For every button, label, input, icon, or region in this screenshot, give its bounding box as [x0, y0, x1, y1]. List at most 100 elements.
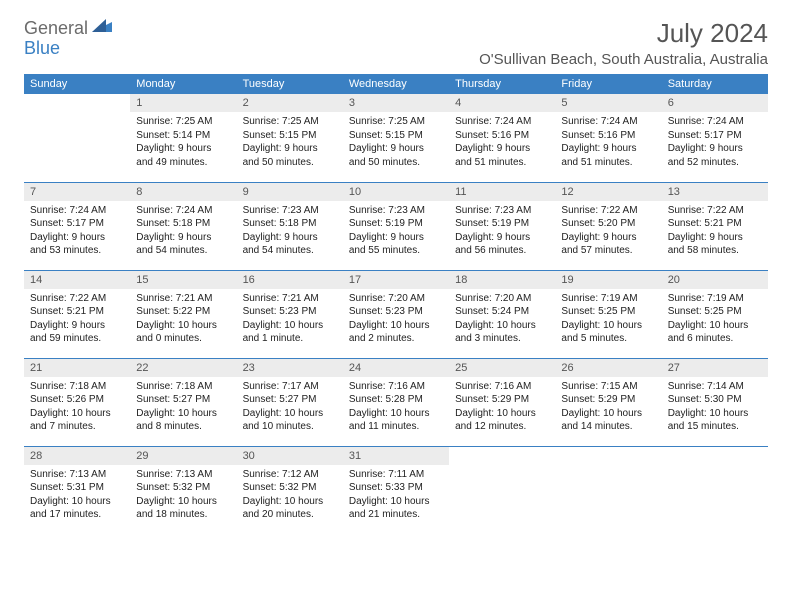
daylight-text-1: Daylight: 9 hours [561, 231, 655, 245]
sunset-text: Sunset: 5:32 PM [243, 481, 337, 495]
day-number: 22 [130, 359, 236, 377]
daylight-text-2: and 6 minutes. [668, 332, 762, 346]
day-data: Sunrise: 7:24 AMSunset: 5:16 PMDaylight:… [449, 112, 555, 172]
daylight-text-2: and 11 minutes. [349, 420, 443, 434]
day-number: 18 [449, 271, 555, 289]
sunrise-text: Sunrise: 7:25 AM [136, 115, 230, 129]
daylight-text-2: and 7 minutes. [30, 420, 124, 434]
sunset-text: Sunset: 5:31 PM [30, 481, 124, 495]
sunset-text: Sunset: 5:24 PM [455, 305, 549, 319]
sunset-text: Sunset: 5:21 PM [30, 305, 124, 319]
daylight-text-2: and 21 minutes. [349, 508, 443, 522]
sunset-text: Sunset: 5:17 PM [668, 129, 762, 143]
calendar-week-row: 21Sunrise: 7:18 AMSunset: 5:26 PMDayligh… [24, 358, 768, 446]
month-title: July 2024 [479, 18, 768, 49]
sunrise-text: Sunrise: 7:22 AM [668, 204, 762, 218]
calendar-day-cell: 29Sunrise: 7:13 AMSunset: 5:32 PMDayligh… [130, 446, 236, 534]
daylight-text-1: Daylight: 10 hours [30, 495, 124, 509]
sunrise-text: Sunrise: 7:23 AM [349, 204, 443, 218]
day-number: 28 [24, 447, 130, 465]
daylight-text-1: Daylight: 10 hours [561, 319, 655, 333]
sunrise-text: Sunrise: 7:24 AM [668, 115, 762, 129]
day-number: 29 [130, 447, 236, 465]
calendar-day-cell: 12Sunrise: 7:22 AMSunset: 5:20 PMDayligh… [555, 182, 661, 270]
daylight-text-2: and 15 minutes. [668, 420, 762, 434]
calendar-header-row: SundayMondayTuesdayWednesdayThursdayFrid… [24, 74, 768, 94]
sunset-text: Sunset: 5:23 PM [243, 305, 337, 319]
day-data: Sunrise: 7:24 AMSunset: 5:16 PMDaylight:… [555, 112, 661, 172]
weekday-header: Thursday [449, 74, 555, 94]
daylight-text-1: Daylight: 9 hours [455, 142, 549, 156]
calendar-body: 1Sunrise: 7:25 AMSunset: 5:14 PMDaylight… [24, 94, 768, 534]
day-number: 6 [662, 94, 768, 112]
day-number: 3 [343, 94, 449, 112]
day-number: 20 [662, 271, 768, 289]
day-data: Sunrise: 7:21 AMSunset: 5:23 PMDaylight:… [237, 289, 343, 349]
daylight-text-2: and 50 minutes. [349, 156, 443, 170]
day-number: 1 [130, 94, 236, 112]
day-number: 7 [24, 183, 130, 201]
day-number: 15 [130, 271, 236, 289]
weekday-header: Wednesday [343, 74, 449, 94]
daylight-text-1: Daylight: 9 hours [243, 231, 337, 245]
daylight-text-1: Daylight: 10 hours [561, 407, 655, 421]
triangle-icon [92, 19, 112, 38]
calendar-day-cell: 5Sunrise: 7:24 AMSunset: 5:16 PMDaylight… [555, 94, 661, 182]
day-number: 14 [24, 271, 130, 289]
day-number: 11 [449, 183, 555, 201]
daylight-text-2: and 56 minutes. [455, 244, 549, 258]
daylight-text-2: and 54 minutes. [136, 244, 230, 258]
day-data: Sunrise: 7:25 AMSunset: 5:15 PMDaylight:… [237, 112, 343, 172]
calendar-day-cell [555, 446, 661, 534]
calendar-table: SundayMondayTuesdayWednesdayThursdayFrid… [24, 74, 768, 534]
daylight-text-2: and 51 minutes. [561, 156, 655, 170]
sunrise-text: Sunrise: 7:18 AM [136, 380, 230, 394]
brand-logo: General [24, 18, 114, 39]
calendar-day-cell: 24Sunrise: 7:16 AMSunset: 5:28 PMDayligh… [343, 358, 449, 446]
sunset-text: Sunset: 5:27 PM [136, 393, 230, 407]
daylight-text-2: and 58 minutes. [668, 244, 762, 258]
weekday-header: Friday [555, 74, 661, 94]
day-number: 4 [449, 94, 555, 112]
sunset-text: Sunset: 5:29 PM [455, 393, 549, 407]
sunset-text: Sunset: 5:18 PM [136, 217, 230, 231]
calendar-day-cell: 27Sunrise: 7:14 AMSunset: 5:30 PMDayligh… [662, 358, 768, 446]
daylight-text-1: Daylight: 9 hours [455, 231, 549, 245]
day-number: 5 [555, 94, 661, 112]
day-data: Sunrise: 7:24 AMSunset: 5:17 PMDaylight:… [24, 201, 130, 261]
sunrise-text: Sunrise: 7:24 AM [455, 115, 549, 129]
calendar-day-cell: 11Sunrise: 7:23 AMSunset: 5:19 PMDayligh… [449, 182, 555, 270]
daylight-text-1: Daylight: 10 hours [136, 319, 230, 333]
sunrise-text: Sunrise: 7:20 AM [455, 292, 549, 306]
daylight-text-2: and 18 minutes. [136, 508, 230, 522]
daylight-text-1: Daylight: 9 hours [668, 231, 762, 245]
sunset-text: Sunset: 5:19 PM [455, 217, 549, 231]
daylight-text-2: and 17 minutes. [30, 508, 124, 522]
sunset-text: Sunset: 5:19 PM [349, 217, 443, 231]
brand-part1: General [24, 18, 88, 39]
day-number: 25 [449, 359, 555, 377]
calendar-day-cell [662, 446, 768, 534]
calendar-day-cell: 14Sunrise: 7:22 AMSunset: 5:21 PMDayligh… [24, 270, 130, 358]
calendar-day-cell: 10Sunrise: 7:23 AMSunset: 5:19 PMDayligh… [343, 182, 449, 270]
daylight-text-2: and 54 minutes. [243, 244, 337, 258]
sunrise-text: Sunrise: 7:15 AM [561, 380, 655, 394]
daylight-text-1: Daylight: 9 hours [136, 142, 230, 156]
day-number: 9 [237, 183, 343, 201]
day-number: 27 [662, 359, 768, 377]
sunrise-text: Sunrise: 7:24 AM [136, 204, 230, 218]
sunset-text: Sunset: 5:32 PM [136, 481, 230, 495]
day-data: Sunrise: 7:21 AMSunset: 5:22 PMDaylight:… [130, 289, 236, 349]
sunset-text: Sunset: 5:30 PM [668, 393, 762, 407]
daylight-text-1: Daylight: 10 hours [30, 407, 124, 421]
sunrise-text: Sunrise: 7:23 AM [243, 204, 337, 218]
sunset-text: Sunset: 5:16 PM [561, 129, 655, 143]
day-data: Sunrise: 7:19 AMSunset: 5:25 PMDaylight:… [555, 289, 661, 349]
day-data: Sunrise: 7:14 AMSunset: 5:30 PMDaylight:… [662, 377, 768, 437]
day-number: 12 [555, 183, 661, 201]
day-data: Sunrise: 7:18 AMSunset: 5:26 PMDaylight:… [24, 377, 130, 437]
day-number: 10 [343, 183, 449, 201]
daylight-text-2: and 8 minutes. [136, 420, 230, 434]
daylight-text-1: Daylight: 9 hours [561, 142, 655, 156]
sunset-text: Sunset: 5:16 PM [455, 129, 549, 143]
